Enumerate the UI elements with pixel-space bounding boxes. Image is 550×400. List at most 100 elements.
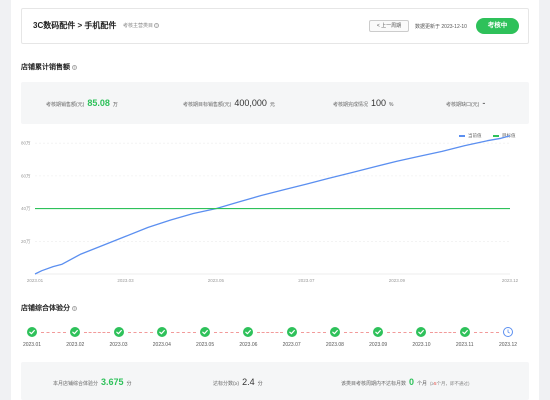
- stat-target: 考核期目标销售额(元) 400,000 元: [183, 98, 275, 108]
- stat-sales: 考核期销售额(元) 85.08 万: [46, 98, 118, 108]
- clock-icon[interactable]: [503, 327, 513, 337]
- stat-value: 85.08: [87, 98, 110, 108]
- x-tick-label: 2023.03: [117, 278, 134, 283]
- stat-label: 考核期完成情况: [333, 102, 369, 108]
- score-section-title-text: 店铺综合体验分: [21, 305, 70, 312]
- stat-unit: 万: [112, 102, 118, 108]
- timeline-month-label: 2023.12: [498, 342, 518, 348]
- sales-stats: 考核期销售额(元) 85.08 万 考核期目标销售额(元) 400,000 元 …: [21, 82, 529, 124]
- timeline-connector: [170, 331, 197, 333]
- timeline-month-label: 2023.09: [369, 342, 388, 348]
- x-tick-label: 2023.05: [208, 278, 225, 283]
- check-circle-icon[interactable]: [286, 327, 297, 337]
- timeline-connector: [430, 331, 456, 333]
- current-value-line: [34, 135, 511, 275]
- x-tick-label: 2023.01: [27, 278, 44, 283]
- check-circle-icon[interactable]: [27, 327, 37, 337]
- stat-label: 考核期销售额(元): [46, 102, 85, 108]
- x-tick-label: 2023.12: [502, 278, 519, 283]
- x-tick-label: 2023.09: [389, 278, 406, 283]
- timeline-month-label: 2023.07: [282, 342, 301, 348]
- stat-label: 考核期目标销售额(元): [183, 102, 232, 108]
- timeline-month-label: 2023.05: [196, 342, 215, 348]
- category-tag: 考核主营类目 ?: [123, 22, 160, 29]
- legend-swatch: [493, 135, 499, 137]
- sales-section-title-text: 店铺累计销售额: [21, 64, 70, 71]
- timeline-connector: [300, 331, 326, 333]
- stat-gap: 考核期缺口(元) -: [446, 98, 488, 108]
- sales-line-chart: 20万 40万 60万 80万 2023.01 2023.03 2023.05 2023.07…: [21, 135, 519, 283]
- target-score-label: 达标分数(≥): [213, 381, 240, 387]
- target-score-value: 2.4: [242, 377, 255, 387]
- check-circle-icon[interactable]: [200, 327, 211, 337]
- y-tick-label: 60万: [21, 173, 31, 179]
- stat-unit: 元: [269, 102, 275, 108]
- stat-value: 400,000: [234, 98, 267, 108]
- monthly-score-value: 3.675: [101, 377, 124, 387]
- legend-current[interactable]: 当前值: [459, 133, 482, 139]
- timeline-connector: [214, 331, 240, 333]
- timeline-connector: [84, 331, 110, 333]
- timeline-connector: [127, 331, 153, 333]
- breadcrumb: 3C数码配件 > 手机配件: [33, 21, 117, 30]
- check-circle-icon[interactable]: [373, 327, 384, 337]
- failed-months: 该类目考核周期内不达标月数 0 个月 (≥5个月，即不通过): [341, 377, 470, 387]
- monthly-score: 本月店铺综合体验分 3.675 分: [53, 377, 132, 387]
- timeline-connector: [257, 331, 283, 333]
- check-circle-icon[interactable]: [113, 327, 124, 337]
- failed-months-unit: 个月: [417, 381, 428, 387]
- failed-months-label: 该类目考核周期内不达标月数: [341, 381, 407, 387]
- target-score-unit: 分: [257, 381, 263, 387]
- legend-swatch: [459, 135, 465, 137]
- y-tick-label: 80万: [21, 141, 31, 147]
- help-icon[interactable]: ?: [154, 23, 160, 28]
- timeline-connector: [387, 331, 413, 333]
- update-time: 数据更新于 2023-12-10: [415, 24, 467, 30]
- timeline-month-label: 2023.06: [239, 342, 258, 348]
- note-suffix: 个月，即不通过): [436, 381, 470, 386]
- stat-value: -: [482, 98, 486, 108]
- check-circle-icon[interactable]: [459, 327, 470, 337]
- score-timeline: 2023.01 2023.02 2023.03 2023.04 2023.05 2023.…: [11, 318, 539, 358]
- failed-months-value: 0: [409, 377, 415, 387]
- y-tick-label: 20万: [21, 239, 31, 245]
- legend-label: 当前值: [468, 133, 482, 138]
- target-score: 达标分数(≥) 2.4 分: [213, 377, 263, 387]
- stat-completion: 考核期完成情况 100 %: [333, 98, 394, 108]
- page-header: 3C数码配件 > 手机配件 考核主营类目 ? < 上一周期 数据更新于 2023…: [21, 8, 529, 44]
- note-number: 5: [434, 381, 437, 386]
- stat-label: 考核期缺口(元): [446, 102, 480, 108]
- timeline-month-label: 2023.11: [455, 342, 474, 348]
- timeline-connector: [343, 331, 370, 333]
- sales-section-title: 店铺累计销售额 ?: [21, 62, 77, 72]
- timeline-month-label: 2023.03: [109, 342, 128, 348]
- stat-value: 100: [371, 98, 387, 108]
- score-summary: 本月店铺综合体验分 3.675 分 达标分数(≥) 2.4 分 该类目考核周期内…: [21, 362, 529, 400]
- x-tick-label: 2023.07: [298, 278, 315, 283]
- stat-unit: %: [389, 102, 394, 108]
- note-prefix: (≥: [430, 381, 435, 386]
- main-panel: 3C数码配件 > 手机配件 考核主营类目 ? < 上一周期 数据更新于 2023…: [11, 0, 539, 400]
- check-circle-icon[interactable]: [416, 327, 427, 337]
- check-circle-icon[interactable]: [329, 327, 340, 337]
- category-tag-label: 考核主营类目: [123, 23, 154, 29]
- failed-months-note: (≥5个月，即不通过): [430, 381, 469, 387]
- previous-period-button[interactable]: < 上一周期: [369, 20, 409, 32]
- timeline-month-label: 2023.08: [325, 342, 344, 348]
- timeline-month-label: 2023.04: [152, 342, 171, 348]
- timeline-connector: [473, 331, 499, 333]
- score-section-title: 店铺综合体验分 ?: [21, 303, 77, 313]
- monthly-score-label: 本月店铺综合体验分: [53, 381, 99, 387]
- help-icon[interactable]: ?: [72, 64, 77, 70]
- check-circle-icon[interactable]: [156, 327, 167, 337]
- help-icon[interactable]: ?: [72, 305, 77, 311]
- check-circle-icon[interactable]: [70, 327, 81, 337]
- timeline-month-label: 2023.02: [66, 342, 85, 348]
- check-circle-icon[interactable]: [243, 327, 254, 337]
- timeline-month-label: 2023.10: [412, 342, 431, 348]
- y-tick-label: 40万: [21, 206, 31, 212]
- assessment-status-button[interactable]: 考核中: [476, 18, 519, 34]
- monthly-score-unit: 分: [126, 381, 132, 387]
- timeline-month-label: 2023.01: [22, 342, 42, 348]
- timeline-connector: [41, 331, 67, 333]
